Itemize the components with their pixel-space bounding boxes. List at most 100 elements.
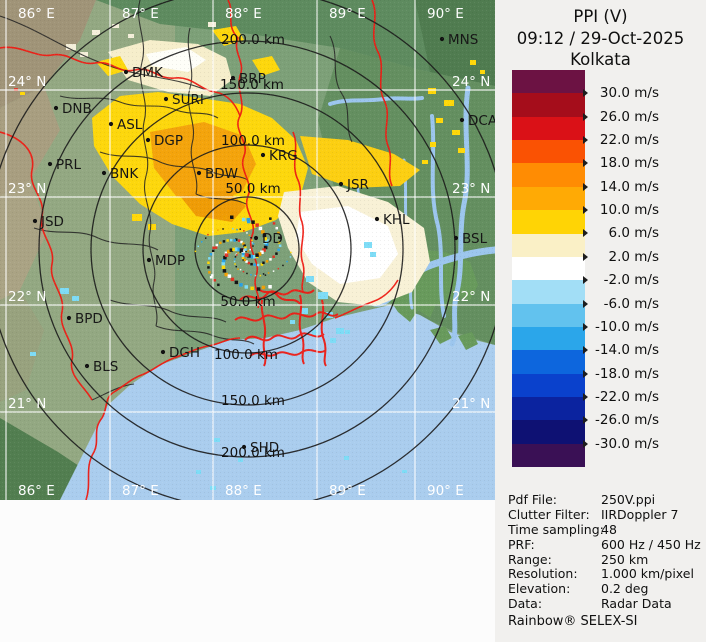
legend-color-band xyxy=(512,116,585,141)
legend-color-band xyxy=(512,70,585,94)
radar-site-name: Kolkata xyxy=(570,50,631,69)
legend-tick-arrow-icon xyxy=(583,89,588,98)
info-row: Clutter Filter: IIRDoppler 7 xyxy=(508,506,704,523)
legend-label: 30.0 m/s xyxy=(583,85,659,101)
legend-label: -2.0 m/s xyxy=(583,272,659,288)
info-row: Range: 250 km xyxy=(508,551,704,568)
legend-value: -2.0 m/s xyxy=(603,272,659,289)
legend-color-band xyxy=(512,210,585,234)
legend-value: 22.0 m/s xyxy=(599,132,659,149)
legend-color-band xyxy=(512,233,585,257)
legend-value: 14.0 m/s xyxy=(599,178,659,195)
legend-color-band xyxy=(512,256,585,281)
legend-color-band xyxy=(512,280,585,304)
pixel-dither-overlay xyxy=(0,0,495,500)
info-panel: PPI (V) 09:12 / 29-Oct-2025 Kolkata 30.0… xyxy=(495,0,706,642)
legend-label: -18.0 m/s xyxy=(583,366,659,382)
legend-label: -26.0 m/s xyxy=(583,412,659,428)
info-value: 600 Hz / 450 Hz xyxy=(601,536,701,552)
legend-tick-arrow-icon xyxy=(583,182,588,191)
legend-color-band xyxy=(512,303,585,327)
legend-value: 2.0 m/s xyxy=(608,248,660,265)
timestamp: 09:12 / 29-Oct-2025 xyxy=(516,28,685,48)
legend-tick-arrow-icon xyxy=(583,229,588,238)
info-label: Pdf File: xyxy=(508,492,557,507)
radar-map-image: DMKBRPSURIDNBASLDGPKRGBDWJSRMNSDCAPRLBNK… xyxy=(0,0,508,510)
legend-color-band xyxy=(512,373,585,398)
title-block: PPI (V) 09:12 / 29-Oct-2025 Kolkata xyxy=(495,6,706,71)
info-value: IIRDoppler 7 xyxy=(601,506,679,522)
legend-value: 6.0 m/s xyxy=(608,225,660,242)
legend-color-band xyxy=(512,420,585,444)
legend-color-band xyxy=(512,443,585,468)
legend-color-band xyxy=(512,93,585,117)
legend-color-band xyxy=(512,140,585,164)
scan-info-table: Pdf File: 250V.ppi Clutter Filter: IIRDoppl… xyxy=(508,492,704,612)
info-row: Time sampling: 48 xyxy=(508,521,704,538)
software-brand: Rainbow® SELEX-SI xyxy=(508,614,638,629)
legend-tick-arrow-icon xyxy=(583,416,588,425)
legend-label: -6.0 m/s xyxy=(583,296,659,312)
legend-tick-arrow-icon xyxy=(583,369,588,378)
velocity-color-bar xyxy=(512,70,585,468)
info-label: Data: xyxy=(508,596,543,612)
info-label: Clutter Filter: xyxy=(508,506,590,522)
info-label: Resolution: xyxy=(508,566,578,582)
legend-tick-arrow-icon xyxy=(583,439,588,448)
info-label: Time sampling: xyxy=(508,521,604,537)
info-row: Resolution: 1.000 km/pixel xyxy=(508,567,704,582)
legend-color-band xyxy=(512,350,585,374)
legend-tick-arrow-icon xyxy=(583,159,588,168)
legend-label: -10.0 m/s xyxy=(583,319,659,335)
legend-tick-arrow-icon xyxy=(583,206,588,215)
info-row: Elevation: 0.2 deg xyxy=(508,582,704,597)
info-label: Range: xyxy=(508,551,552,567)
legend-value: -22.0 m/s xyxy=(595,388,659,405)
legend-label: 22.0 m/s xyxy=(583,132,659,148)
legend-value: 26.0 m/s xyxy=(599,108,659,125)
legend-label: 26.0 m/s xyxy=(583,109,659,125)
legend-label: -30.0 m/s xyxy=(583,436,659,452)
legend-value: -14.0 m/s xyxy=(595,342,659,359)
velocity-legend-labels: 30.0 m/s 26.0 m/s 22.0 m/s 18.0 m/s 14.0 m/s… xyxy=(495,0,706,480)
legend-value: 18.0 m/s xyxy=(599,155,659,172)
info-value: 1.000 km/pixel xyxy=(601,566,694,582)
legend-value: -26.0 m/s xyxy=(595,412,659,429)
legend-tick-arrow-icon xyxy=(583,346,588,355)
legend-tick-arrow-icon xyxy=(583,112,588,121)
info-value: Radar Data xyxy=(601,596,672,612)
legend-label: 14.0 m/s xyxy=(583,179,659,195)
info-label: PRF: xyxy=(508,536,535,552)
legend-label: -22.0 m/s xyxy=(583,389,659,405)
legend-color-band xyxy=(512,326,585,351)
legend-tick-arrow-icon xyxy=(583,136,588,145)
legend-color-band xyxy=(512,397,585,421)
legend-tick-arrow-icon xyxy=(583,322,588,331)
info-row: PRF: 600 Hz / 450 Hz xyxy=(508,536,704,553)
info-row: Pdf File: 250V.ppi xyxy=(508,492,704,508)
info-row: Data: Radar Data xyxy=(508,596,704,612)
legend-value: -18.0 m/s xyxy=(595,365,659,382)
info-value: 48 xyxy=(601,521,617,537)
product-title: PPI (V) xyxy=(573,7,628,26)
radar-map: DMKBRPSURIDNBASLDGPKRGBDWJSRMNSDCAPRLBNK… xyxy=(0,0,508,510)
info-value: 0.2 deg xyxy=(601,581,649,597)
legend-color-band xyxy=(512,186,585,211)
legend-value: 30.0 m/s xyxy=(599,85,659,102)
legend-tick-arrow-icon xyxy=(583,252,588,261)
info-value: 250 km xyxy=(601,551,649,567)
legend-tick-arrow-icon xyxy=(583,392,588,401)
legend-value: 10.0 m/s xyxy=(599,202,659,219)
legend-tick-arrow-icon xyxy=(583,299,588,308)
info-value: 250V.ppi xyxy=(601,492,656,507)
legend-value: -6.0 m/s xyxy=(603,295,659,312)
legend-label: 6.0 m/s xyxy=(583,225,659,241)
legend-label: 2.0 m/s xyxy=(583,249,659,265)
legend-color-band xyxy=(512,163,585,187)
legend-label: 10.0 m/s xyxy=(583,202,659,218)
legend-label: 18.0 m/s xyxy=(583,155,659,171)
legend-value: -30.0 m/s xyxy=(595,435,659,452)
legend-tick-arrow-icon xyxy=(583,276,588,285)
legend-value: -10.0 m/s xyxy=(595,318,659,335)
